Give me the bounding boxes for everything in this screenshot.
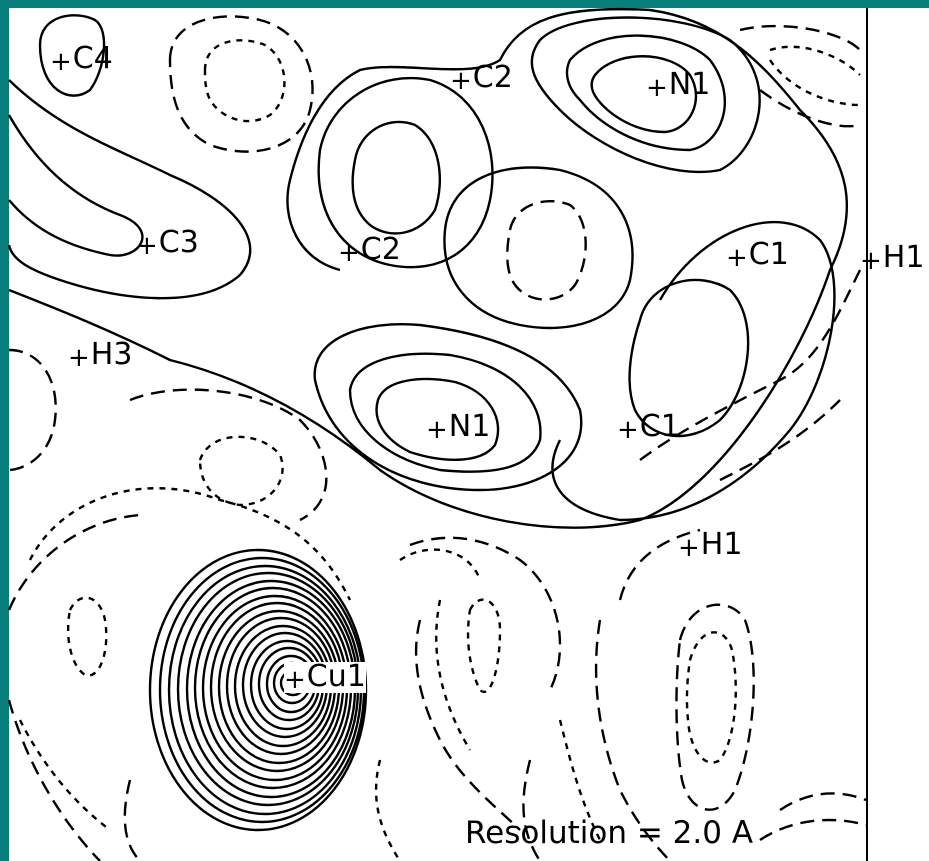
contour-right-outer — [551, 221, 836, 522]
negative-contours — [7, 15, 867, 861]
contour-c2-ring-inner — [351, 120, 441, 235]
atom-label-cu1: +Cu1 — [284, 659, 366, 695]
atom-label-c2-top: +C2 — [450, 60, 513, 96]
contour-n1-lower-mid — [348, 352, 542, 473]
atom-label-h1-lower: +H1 — [678, 527, 743, 563]
contour-c1-ring — [628, 278, 750, 438]
contour-c4 — [38, 14, 106, 97]
atom-label-c1-lower: +C1 — [617, 409, 680, 445]
contour-n1-top-outer — [530, 16, 761, 174]
frame-left-border — [0, 0, 9, 861]
resolution-label: Resolution = 2.0 A — [465, 815, 754, 851]
contour-outer-band — [7, 79, 252, 300]
contour-n1-lower-outer — [313, 323, 583, 492]
map-right-edge — [866, 8, 868, 861]
atom-label-c4: +C4 — [50, 41, 113, 77]
contour-center-ring — [443, 166, 634, 330]
positive-contours — [7, 7, 849, 529]
atom-label-c2-mid: +C2 — [338, 232, 401, 268]
contour-n1-top-inner — [590, 55, 698, 134]
contour-main-outer — [8, 7, 849, 529]
atom-label-n1-top: +N1 — [646, 67, 711, 103]
atom-label-h1-right: +H1 — [860, 240, 925, 276]
atom-label-h3: +H3 — [68, 337, 133, 373]
contour-n1-top-mid — [565, 34, 727, 152]
contour-c2-ring-outer — [317, 76, 494, 269]
contour-n1-lower-inner — [375, 377, 500, 461]
frame-top-border — [0, 0, 929, 8]
contour-outer-left — [7, 114, 144, 257]
atom-label-c1-right: +C1 — [726, 237, 789, 273]
atom-label-n1-lower: +N1 — [426, 409, 491, 445]
atom-label-c3: +C3 — [136, 225, 199, 261]
